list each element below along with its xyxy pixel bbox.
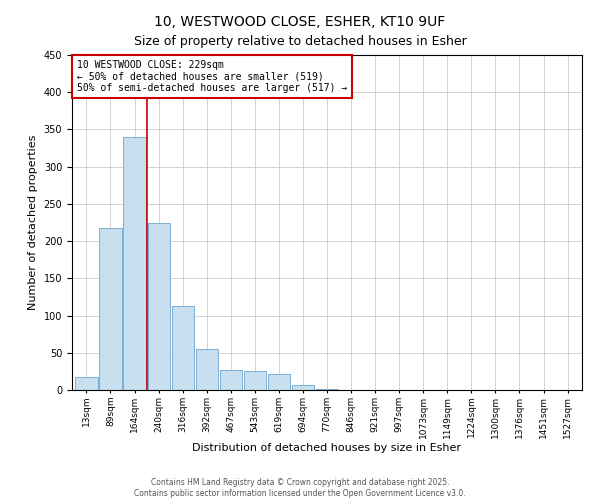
Bar xyxy=(172,306,194,390)
Bar xyxy=(124,137,146,390)
Text: 10, WESTWOOD CLOSE, ESHER, KT10 9UF: 10, WESTWOOD CLOSE, ESHER, KT10 9UF xyxy=(154,15,446,29)
Bar xyxy=(76,378,98,390)
Bar xyxy=(244,372,266,390)
Bar xyxy=(268,374,290,390)
X-axis label: Distribution of detached houses by size in Esher: Distribution of detached houses by size … xyxy=(193,443,461,453)
Text: Contains HM Land Registry data © Crown copyright and database right 2025.
Contai: Contains HM Land Registry data © Crown c… xyxy=(134,478,466,498)
Text: Size of property relative to detached houses in Esher: Size of property relative to detached ho… xyxy=(134,35,466,48)
Bar xyxy=(148,223,170,390)
Bar xyxy=(196,349,218,390)
Bar xyxy=(292,385,314,390)
Text: 10 WESTWOOD CLOSE: 229sqm
← 50% of detached houses are smaller (519)
50% of semi: 10 WESTWOOD CLOSE: 229sqm ← 50% of detac… xyxy=(77,60,347,93)
Y-axis label: Number of detached properties: Number of detached properties xyxy=(28,135,38,310)
Bar xyxy=(100,228,122,390)
Bar xyxy=(220,370,242,390)
